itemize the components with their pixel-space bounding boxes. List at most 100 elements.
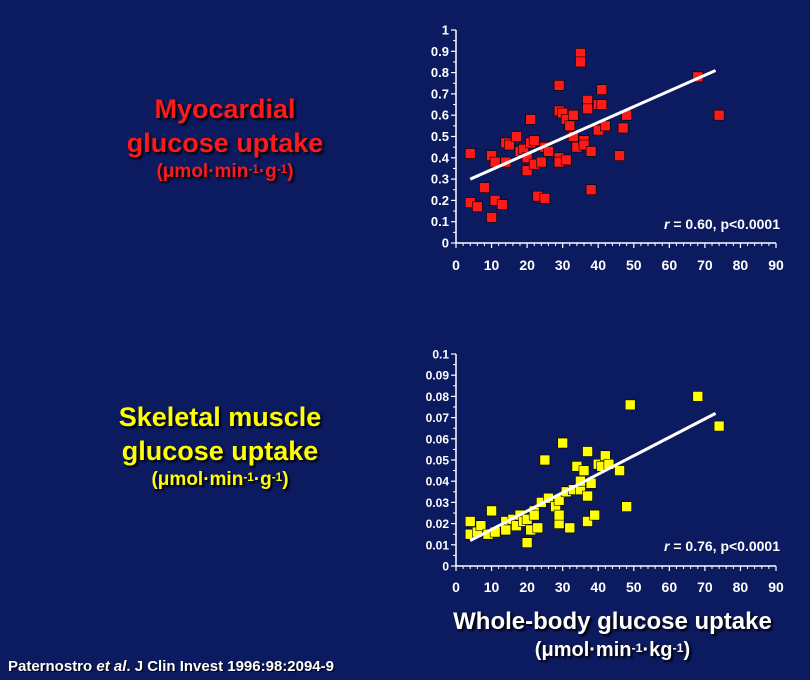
citation-etal: et al: [96, 658, 127, 675]
myocardial-label-line1: Myocardial: [154, 94, 296, 124]
myocardial-unit-sup1: -1: [248, 163, 259, 176]
skeletal-x-tick-label: 30: [555, 579, 571, 595]
myocardial-data-point: [528, 135, 540, 147]
skeletal-r-symbol: r: [664, 538, 671, 554]
myocardial-y-tick-label: 1: [442, 23, 449, 38]
skeletal-data-point: [557, 437, 568, 449]
citation-author: Paternostro: [8, 658, 97, 675]
myocardial-regression-line: [469, 69, 717, 181]
skeletal-y-tick-label: 0: [442, 560, 449, 574]
skeletal-data-point: [528, 509, 540, 521]
skeletal-y-tick-label: 0.06: [426, 432, 450, 446]
skeletal-label-line2: glucose uptake: [121, 436, 319, 466]
x-axis-title-unit: (μmol·min-1·kg-1): [420, 637, 805, 663]
myocardial-data-point: [568, 109, 579, 121]
skeletal-x-tick-label: 80: [733, 579, 749, 595]
skeletal-y-tick-label: 0.05: [426, 454, 450, 468]
myocardial-y-tick-label: 0.2: [431, 193, 449, 208]
myocardial-unit-sup2: -1: [276, 163, 288, 176]
skeletal-y-tick-label: 0.09: [426, 369, 450, 383]
x-axis-title-line1: Whole-body glucose uptake: [453, 608, 772, 635]
skeletal-y-tick-label: 0.01: [426, 538, 450, 552]
myocardial-data-point: [575, 56, 586, 68]
myocardial-unit-mid: ·g: [258, 161, 277, 182]
myocardial-data-point: [553, 80, 565, 91]
skeletal-data-point: [582, 516, 593, 527]
myocardial-data-point: [617, 122, 629, 134]
skeletal-data-point: [578, 465, 590, 476]
myocardial-y-tick-label: 0.6: [431, 108, 449, 123]
myocardial-x-tick-label: 60: [662, 257, 678, 273]
citation: Paternostro et al. J Clin Invest 1996:98…: [8, 658, 334, 675]
myocardial-data-point: [564, 120, 576, 132]
myocardial-correlation-annotation: r = 0.60, p<0.0001: [664, 216, 780, 232]
myocardial-y-tick-label: 0.8: [431, 65, 449, 80]
myocardial-x-tick-label: 30: [555, 257, 571, 273]
myocardial-data-point: [464, 148, 476, 159]
myocardial-x-tick-label: 70: [697, 257, 713, 273]
skeletal-unit-pre: (μmol·min: [151, 469, 244, 490]
skeletal-y-tick-label: 0.1: [432, 348, 449, 362]
skeletal-y-tick-label: 0.02: [426, 517, 450, 531]
myocardial-y-tick-label: 0.9: [431, 44, 449, 59]
skeletal-unit-post: ): [282, 469, 289, 490]
myocardial-y-tick-label: 0.5: [431, 129, 449, 144]
skeletal-y-tick-label: 0.07: [426, 411, 450, 425]
myocardial-unit-pre: (μmol·min: [156, 161, 249, 182]
skeletal-data-point: [564, 522, 576, 534]
skeletal-unit-mid: ·g: [253, 469, 272, 490]
x-axis-unit-post: ): [683, 639, 691, 661]
myocardial-x-tick-label: 40: [590, 257, 606, 273]
skeletal-data-point: [621, 501, 632, 512]
skeletal-regression-line: [469, 412, 717, 542]
skeletal-data-point: [521, 537, 533, 548]
myocardial-data-point: [543, 146, 554, 157]
myocardial-data-point: [585, 146, 597, 157]
skeletal-data-point: [532, 522, 544, 534]
x-axis-unit-sup1: -1: [631, 641, 643, 655]
skeletal-unit-sup1: -1: [243, 471, 254, 484]
skeletal-data-point: [692, 391, 704, 402]
myocardial-y-tick-label: 0: [442, 236, 449, 251]
skeletal-x-tick-label: 10: [484, 579, 500, 595]
skeletal-label-line1: Skeletal muscle: [118, 402, 322, 432]
myocardial-x-tick-label: 10: [484, 257, 500, 273]
myocardial-data-point: [713, 109, 725, 121]
x-axis-unit-pre: (μmol·min: [534, 639, 632, 661]
myocardial-data-point: [472, 201, 483, 213]
citation-rest: . J Clin Invest 1996:98:2094-9: [126, 658, 334, 675]
myocardial-data-point: [486, 212, 497, 223]
skeletal-data-point: [464, 516, 476, 527]
skeletal-correlation-annotation: r = 0.76, p<0.0001: [664, 538, 780, 554]
myocardial-data-point: [511, 131, 522, 142]
skeletal-unit-sup2: -1: [271, 471, 283, 484]
myocardial-data-point: [504, 139, 515, 151]
myocardial-data-point: [596, 99, 608, 110]
skeletal-x-tick-label: 20: [519, 579, 535, 595]
myocardial-y-tick-label: 0.3: [431, 172, 449, 187]
skeletal-data-point: [582, 446, 593, 457]
myocardial-data-point: [582, 103, 593, 115]
myocardial-x-tick-label: 50: [626, 257, 642, 273]
skeletal-annotation-text: = 0.76, p<0.0001: [669, 538, 780, 554]
myocardial-label-line2: glucose uptake: [126, 128, 324, 158]
skeletal-x-tick-label: 70: [697, 579, 713, 595]
skeletal-x-tick-label: 60: [662, 579, 678, 595]
x-axis-title: Whole-body glucose uptake (μmol·min-1·kg…: [420, 607, 805, 663]
myocardial-y-tick-label: 0.7: [431, 86, 449, 101]
myocardial-x-tick-label: 20: [519, 257, 535, 273]
myocardial-unit-post: ): [287, 161, 294, 182]
myocardial-data-point: [536, 156, 547, 168]
skeletal-data-point: [589, 509, 600, 521]
myocardial-data-point: [596, 84, 608, 95]
myocardial-y-tick-label: 0.4: [431, 150, 450, 165]
skeletal-unit: (μmol·min-1·g-1): [90, 468, 350, 492]
skeletal-data-point: [713, 420, 725, 432]
myocardial-data-point: [479, 182, 490, 193]
myocardial-data-point: [539, 192, 551, 204]
skeletal-data-point: [614, 465, 625, 476]
skeletal-data-point: [624, 399, 636, 411]
myocardial-data-point: [578, 139, 590, 151]
